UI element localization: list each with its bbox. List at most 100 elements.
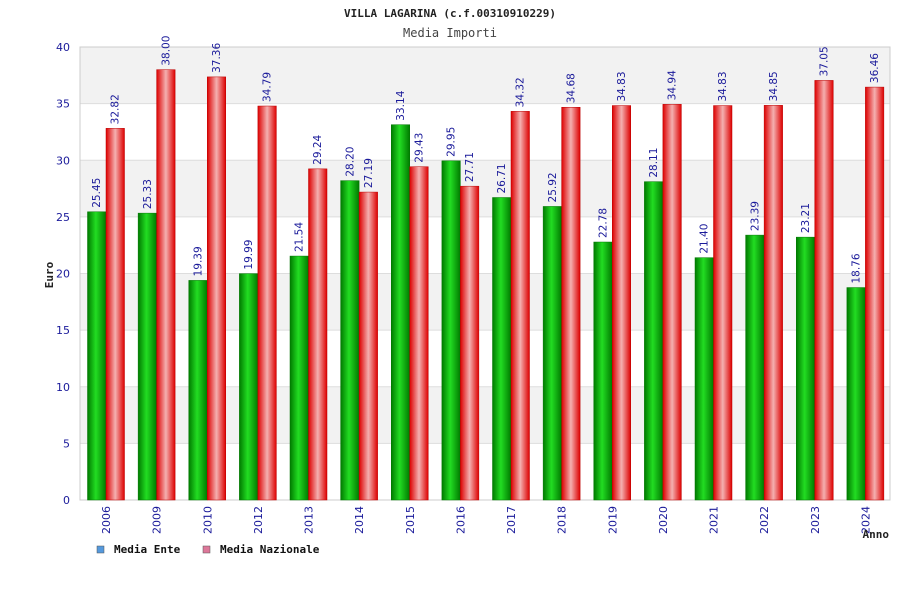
- bar: [796, 236, 815, 501]
- data-label: 29.43: [414, 133, 426, 163]
- data-label: 18.76: [851, 253, 863, 283]
- bar: [409, 166, 429, 501]
- data-label: 26.71: [496, 163, 508, 193]
- x-tick-label: 2015: [404, 506, 417, 534]
- chart-title: VILLA LAGARINA (c.f.00310910229): [344, 7, 556, 20]
- legend: Media Ente Media Nazionale: [96, 543, 320, 556]
- bar: [340, 180, 360, 501]
- bar: [308, 168, 328, 501]
- y-axis: 0 5 10 15 20 25 30 35 40: [56, 41, 70, 507]
- bar: [763, 105, 783, 501]
- bar: [460, 185, 480, 501]
- x-tick-label: 2017: [505, 506, 518, 534]
- data-label: 36.46: [869, 53, 881, 83]
- y-tick-label: 5: [63, 437, 70, 450]
- legend-label-media-ente: Media Ente: [114, 543, 181, 556]
- y-tick-label: 10: [56, 381, 70, 394]
- data-label: 21.40: [699, 224, 711, 254]
- bar: [612, 105, 631, 501]
- y-tick-label: 15: [56, 324, 70, 337]
- data-label: 38.00: [160, 36, 172, 66]
- x-tick-label: 2022: [758, 506, 771, 534]
- plot-frame: [79, 46, 891, 501]
- bar: [865, 86, 885, 501]
- data-label: 37.05: [819, 46, 831, 76]
- bar: [561, 106, 581, 501]
- bar: [713, 105, 733, 501]
- bar: [542, 206, 562, 501]
- data-label: 23.21: [800, 203, 812, 233]
- data-label: 37.36: [211, 43, 223, 73]
- x-tick-label: 2014: [353, 506, 366, 534]
- x-tick-label: 2023: [809, 506, 822, 534]
- x-tick-label: 2024: [859, 506, 872, 534]
- bar: [207, 76, 226, 501]
- bar: [257, 105, 277, 501]
- y-tick-label: 40: [56, 41, 70, 54]
- bars: 25.45 32.82 25.33 38.00 19.39 37.36 19.99 34.79…: [87, 36, 885, 501]
- y-tick-label: 30: [56, 154, 70, 167]
- data-label: 29.24: [312, 134, 324, 164]
- data-label: 32.82: [110, 94, 122, 124]
- x-tick-label: 2010: [201, 506, 214, 534]
- bar: [289, 255, 309, 501]
- data-label: 19.99: [243, 240, 255, 270]
- bar: [510, 111, 530, 501]
- x-tick-label: 2012: [252, 506, 265, 534]
- y-tick-label: 0: [63, 494, 70, 507]
- bar: [358, 191, 378, 501]
- data-label: 28.20: [344, 147, 356, 177]
- y-axis-label: Euro: [43, 261, 56, 288]
- y-tick-label: 35: [56, 98, 70, 111]
- x-tick-label: 2009: [151, 506, 164, 534]
- bar: [239, 273, 259, 501]
- x-axis-label: Anno: [863, 528, 890, 541]
- data-label: 33.14: [395, 90, 407, 120]
- data-label: 25.45: [91, 178, 103, 208]
- data-label: 21.54: [294, 222, 306, 252]
- legend-swatch-media-ente: [96, 545, 105, 554]
- data-label: 29.95: [446, 127, 458, 157]
- bar: [188, 280, 208, 501]
- data-label: 34.94: [667, 70, 679, 100]
- data-label: 34.85: [768, 71, 780, 101]
- data-label: 25.33: [142, 179, 154, 209]
- y-tick-label: 25: [56, 211, 70, 224]
- bar: [391, 124, 410, 501]
- x-tick-label: 2006: [100, 506, 113, 534]
- bar: [156, 69, 176, 501]
- y-tick-label: 20: [56, 268, 70, 281]
- x-tick-label: 2021: [708, 506, 721, 534]
- x-tick-label: 2016: [454, 506, 467, 534]
- bar: [105, 128, 125, 501]
- x-axis: 2006 2009 2010 2012 2013 2014 2015 2016 2017 2018…: [100, 506, 872, 534]
- data-label: 34.83: [616, 71, 628, 101]
- data-label: 34.83: [717, 71, 729, 101]
- x-tick-label: 2013: [303, 506, 316, 534]
- data-label: 23.39: [749, 201, 761, 231]
- bar: [137, 212, 157, 501]
- x-tick-label: 2019: [606, 506, 619, 534]
- bar: [814, 80, 834, 501]
- data-label: 28.11: [648, 148, 660, 178]
- bar: [87, 211, 107, 501]
- data-label: 34.79: [262, 72, 274, 102]
- data-label: 34.68: [565, 73, 577, 103]
- bar: [492, 197, 512, 501]
- chart-subtitle: Media Importi: [403, 26, 497, 40]
- x-tick-label: 2020: [657, 506, 670, 534]
- bar: [694, 257, 714, 501]
- data-label: 25.92: [547, 172, 559, 202]
- bar: [745, 234, 765, 501]
- legend-swatch-media-nazionale: [202, 545, 211, 554]
- data-label: 34.32: [515, 77, 527, 107]
- data-label: 27.19: [363, 158, 375, 188]
- bar: [846, 287, 866, 501]
- bar: [593, 241, 613, 501]
- x-tick-label: 2018: [556, 506, 569, 534]
- data-label: 27.71: [464, 152, 476, 182]
- bar: [644, 181, 664, 501]
- bar: [441, 160, 461, 501]
- data-label: 19.39: [193, 246, 205, 276]
